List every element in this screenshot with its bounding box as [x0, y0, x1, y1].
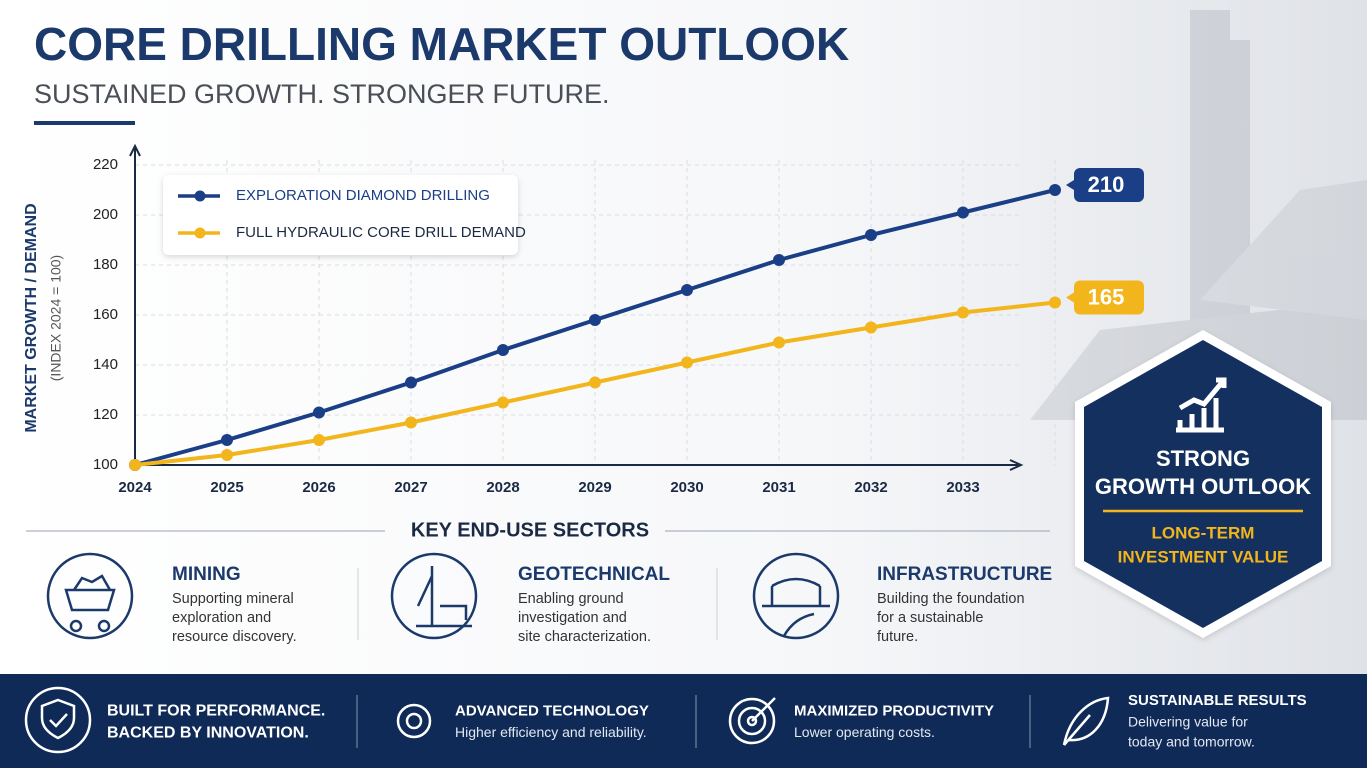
y-axis-title: MARKET GROWTH / DEMAND [23, 203, 40, 432]
value-label: 165 [1088, 284, 1125, 309]
data-point [773, 254, 785, 266]
sector-description: site characterization. [518, 629, 651, 645]
data-point [405, 416, 417, 429]
data-point [221, 449, 233, 461]
data-point [865, 321, 877, 334]
data-point [773, 336, 785, 349]
sector-icons [46, 552, 840, 640]
legend-label: FULL HYDRAULIC CORE DRILL DEMAND [236, 224, 526, 241]
subtitle: SUSTAINED GROWTH. STRONGER FUTURE. [34, 79, 610, 109]
footer-description: today and tomorrow. [1128, 734, 1255, 750]
legend-swatch [194, 227, 206, 239]
callout [1066, 280, 1144, 315]
x-tick-label: 2031 [762, 479, 795, 496]
footer-title: MAXIMIZED PRODUCTIVITY [794, 702, 994, 719]
y-tick-label: 220 [93, 156, 118, 173]
x-axis [135, 459, 1024, 471]
data-point [865, 229, 877, 241]
x-tick-label: 2026 [302, 479, 335, 496]
badge-subtitle: INVESTMENT VALUE [1118, 547, 1289, 566]
footer-title: BACKED BY INNOVATION. [107, 725, 309, 742]
sector-name: MINING [172, 564, 241, 585]
x-tick-label: 2032 [854, 479, 887, 496]
sector-description: Enabling ground [518, 591, 624, 607]
sector-name: GEOTECHNICAL [518, 564, 670, 585]
badge [1084, 340, 1322, 628]
callout [1066, 168, 1144, 202]
footer-title: ADVANCED TECHNOLOGY [455, 702, 649, 719]
footer-description: Lower operating costs. [794, 724, 935, 740]
badge-icon [1176, 377, 1227, 433]
x-tick-label: 2025 [210, 479, 243, 496]
sector-description: Building the foundation [877, 591, 1025, 607]
data-point [221, 434, 233, 446]
footer-description: Higher efficiency and reliability. [455, 724, 647, 740]
legend-label: EXPLORATION DIAMOND DRILLING [236, 187, 490, 204]
data-point [681, 356, 693, 369]
data-point [313, 406, 325, 419]
data-point [681, 284, 693, 296]
sector-description: for a sustainable [877, 610, 983, 626]
legend-box [163, 175, 518, 255]
x-tick-label: 2024 [118, 479, 152, 496]
badge-title: STRONG [1156, 446, 1250, 471]
footer-band [0, 674, 1367, 768]
sector-description: future. [877, 629, 918, 645]
data-point [957, 306, 969, 319]
y-axis-subtitle: (INDEX 2024 = 100) [48, 255, 64, 381]
data-point [129, 459, 141, 471]
data-point [313, 434, 325, 446]
data-point [589, 376, 601, 389]
y-tick-label: 180 [93, 256, 118, 273]
data-point [497, 344, 509, 356]
y-tick-label: 160 [93, 306, 118, 323]
footer-description: Delivering value for [1128, 714, 1248, 730]
title: CORE DRILLING MARKET OUTLOOK [34, 18, 849, 70]
x-tick-label: 2027 [394, 479, 427, 496]
data-point [405, 376, 417, 389]
data-point [1049, 296, 1061, 309]
sector-description: resource discovery. [172, 629, 297, 645]
data-point [589, 314, 601, 326]
x-tick-label: 2033 [946, 479, 979, 496]
x-tick-label: 2030 [670, 479, 703, 496]
sector-description: exploration and [172, 610, 271, 626]
y-axis [129, 143, 141, 465]
data-point [957, 206, 969, 219]
sector-description: investigation and [518, 610, 627, 626]
y-tick-label: 100 [93, 456, 118, 473]
footer-title: BUILT FOR PERFORMANCE. [107, 703, 325, 720]
footer-title: SUSTAINABLE RESULTS [1128, 692, 1307, 709]
badge-title: GROWTH OUTLOOK [1095, 474, 1311, 499]
sector-description: Supporting mineral [172, 591, 294, 607]
data-point [497, 396, 509, 409]
legend-swatch [194, 190, 206, 202]
badge-subtitle: LONG-TERM [1152, 523, 1255, 542]
footer-icons [24, 686, 1110, 754]
data-point [1049, 184, 1061, 196]
y-tick-label: 140 [93, 356, 118, 373]
x-tick-label: 2028 [486, 479, 519, 496]
sector-name: INFRASTRUCTURE [877, 564, 1052, 585]
section-title: KEY END-USE SECTORS [411, 519, 649, 541]
x-tick-label: 2029 [578, 479, 611, 496]
y-tick-label: 200 [93, 206, 118, 223]
title-rule [34, 121, 135, 125]
y-tick-label: 120 [93, 406, 118, 423]
value-label: 210 [1088, 172, 1125, 197]
